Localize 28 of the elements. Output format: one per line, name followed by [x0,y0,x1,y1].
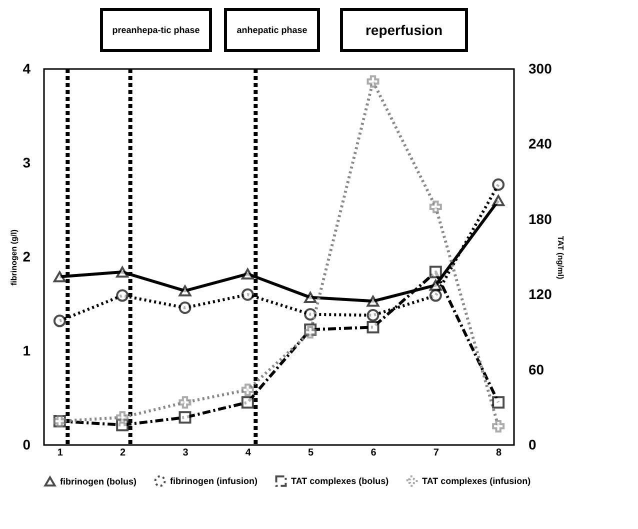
y2-tick-label: 60 [528,361,544,378]
y-tick-label: 1 [22,342,31,358]
x-tick-label: 1 [57,448,64,458]
x-tick-label: 4 [245,448,252,458]
legend-label: TAT complexes (bolus) [291,476,389,486]
y2-tick-label: 180 [528,210,552,227]
y-tick-label: 2 [22,248,31,264]
legend-label: fibrinogen (bolus) [60,476,136,486]
y-tick-label: 0 [22,436,31,452]
y-tick-label: 4 [22,60,31,76]
x-tick-label: 5 [308,448,314,458]
x-tick-label: 3 [182,448,189,458]
legend-label: TAT complexes (infusion) [422,476,531,486]
y2-tick-label: 240 [528,136,552,152]
y2-tick-label: 120 [528,286,552,302]
y2-tick-label: 300 [528,60,552,76]
y2-tick-label: 0 [528,436,536,452]
x-tick-label: 8 [496,448,502,458]
legend-label: fibrinogen (infusion) [170,476,258,486]
x-tick-label: 6 [370,448,377,458]
x-tick-label: 2 [120,448,126,458]
y2-axis-title: TAT (ng/ml) [556,236,565,280]
text: anhepatic phase [224,8,320,52]
y-axis-title: fibrinogen (g/l) [10,229,19,286]
x-tick-label: 7 [433,448,440,458]
text: preanhepa-tic phase [100,8,212,52]
y-tick-label: 3 [22,154,31,170]
text: reperfusion [340,8,468,52]
